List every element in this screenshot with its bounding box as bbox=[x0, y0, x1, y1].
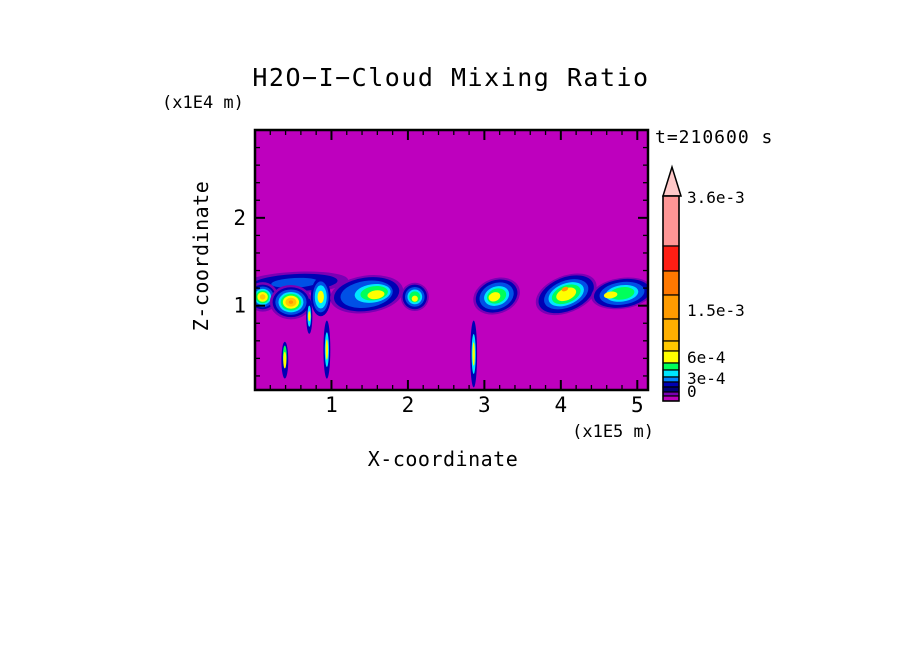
cloud-feature-blob-8 bbox=[591, 277, 648, 310]
plot-border bbox=[253, 128, 650, 392]
x-tick-label-4: 4 bbox=[555, 393, 568, 417]
colorbar-segment-yellow bbox=[662, 350, 680, 364]
cloud-feature-blob-6 bbox=[473, 277, 520, 315]
colorbar-segment-amber bbox=[662, 318, 680, 342]
colorbar-segment-dknavy bbox=[662, 386, 680, 393]
x-tick-label-5: 5 bbox=[631, 393, 644, 417]
colorbar-segment-cyan bbox=[662, 369, 680, 378]
plot-title: H2O−I−Cloud Mixing Ratio bbox=[252, 63, 649, 92]
contour-level-yellow bbox=[283, 351, 287, 369]
colorbar-label-3.6e-3: 3.6e-3 bbox=[687, 188, 745, 207]
time-annotation: t=210600 s bbox=[655, 127, 773, 148]
cloud-feature-fall-streak-2 bbox=[323, 320, 331, 379]
cloud-feature-streak-under-2 bbox=[306, 298, 313, 334]
contour-level-orange bbox=[288, 300, 294, 304]
cloud-feature-fall-streak-1 bbox=[281, 341, 289, 379]
x-tick-labels: 1 2 3 4 5 bbox=[325, 393, 643, 417]
x-axis-label: X-coordinate bbox=[368, 447, 519, 471]
colorbar-segment-gold bbox=[662, 340, 680, 352]
cloud-feature-blob-4 bbox=[330, 275, 404, 314]
colorbar-segment-purple bbox=[662, 391, 680, 397]
y-axis-unit-label: (x1E4 m) bbox=[162, 93, 244, 113]
contour-level-blue bbox=[271, 277, 319, 288]
contour-level-orange bbox=[561, 286, 569, 292]
plot-background bbox=[255, 130, 648, 390]
colorbar-segment-navy bbox=[662, 381, 680, 388]
contour-level-gold bbox=[259, 294, 266, 300]
cloud-feature-blob-left-edge bbox=[255, 282, 279, 312]
colorbar-segment-green bbox=[662, 362, 680, 371]
z-tick-labels: 12 bbox=[233, 206, 246, 318]
colorbar-label-6e-4: 6e-4 bbox=[687, 348, 726, 367]
cloud-feature-blob-7 bbox=[535, 273, 597, 316]
cloud-feature-blob-5 bbox=[400, 282, 429, 312]
z-tick-label-1: 1 bbox=[233, 294, 246, 318]
contour-level-yellow bbox=[308, 311, 311, 322]
colorbar-segment-orange bbox=[662, 294, 680, 320]
x-tick-label-3: 3 bbox=[478, 393, 491, 417]
x-tick-label-2: 2 bbox=[402, 393, 415, 417]
contour-level-yellow bbox=[472, 342, 475, 366]
contour-level-yellow bbox=[367, 290, 385, 300]
colorbar-label-3e-4: 3e-4 bbox=[687, 369, 726, 388]
contour-level-yellow bbox=[325, 339, 329, 360]
z-tick-label-2: 2 bbox=[233, 206, 246, 230]
cloud-feature-blob-3 bbox=[310, 277, 331, 317]
colorbar-segment-salmon bbox=[662, 195, 680, 247]
colorbar-labels: 3.6e-3 1.5e-3 6e-4 3e-40 bbox=[687, 188, 745, 401]
contour-level-yellow bbox=[411, 295, 418, 302]
colorbar bbox=[661, 164, 683, 402]
contour-level-yellow bbox=[488, 292, 501, 302]
colorbar-segment-lblue bbox=[662, 376, 680, 383]
x-tick-label-1: 1 bbox=[325, 393, 338, 417]
colorbar-label-0: 0 bbox=[687, 382, 697, 401]
x-axis-unit-label: (x1E5 m) bbox=[572, 422, 654, 442]
cloud-feature-blob-2 bbox=[269, 284, 313, 320]
cloud-feature-fall-streak-3 bbox=[470, 320, 478, 388]
cloud-field bbox=[255, 271, 648, 388]
colorbar-segment-red bbox=[662, 245, 680, 272]
contour-level-yellow bbox=[603, 291, 618, 299]
colorbar-outline bbox=[662, 195, 680, 402]
y-axis-label: Z-coordinate bbox=[189, 181, 213, 332]
contour-level-yellow bbox=[556, 287, 577, 302]
colorbar-label-1.5e-3: 1.5e-3 bbox=[687, 301, 745, 320]
contour-level-yellow bbox=[317, 290, 324, 304]
colorbar-segment-dkorange bbox=[662, 270, 680, 296]
colorbar-arrow-tip bbox=[661, 164, 683, 197]
